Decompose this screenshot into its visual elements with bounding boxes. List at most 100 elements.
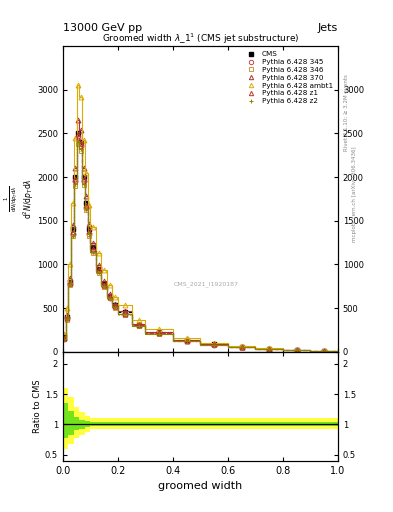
Pythia 6.428 z1 <box>239 344 244 350</box>
Pythia 6.428 z2 <box>267 346 272 352</box>
Pythia 6.428 ambt1 <box>267 345 272 351</box>
Pythia 6.428 346 <box>86 232 91 239</box>
Pythia 6.428 z2 <box>113 304 118 310</box>
Pythia 6.428 z1 <box>62 335 67 341</box>
Pythia 6.428 z2 <box>81 181 86 187</box>
Pythia 6.428 346 <box>322 348 327 354</box>
CMS <box>96 266 101 272</box>
Pythia 6.428 ambt1 <box>184 335 189 342</box>
Pythia 6.428 346 <box>68 282 72 288</box>
Pythia 6.428 z2 <box>62 336 67 342</box>
Pythia 6.428 345 <box>157 330 162 336</box>
Pythia 6.428 z2 <box>239 344 244 350</box>
Pythia 6.428 346 <box>73 183 78 189</box>
Line: Pythia 6.428 z1: Pythia 6.428 z1 <box>62 132 327 353</box>
Pythia 6.428 z1 <box>70 229 75 235</box>
Pythia 6.428 345 <box>123 311 127 317</box>
Pythia 6.428 345 <box>73 178 78 184</box>
Pythia 6.428 ambt1 <box>68 261 72 267</box>
Pythia 6.428 345 <box>184 338 189 344</box>
Text: Rivet 3.1.10; ≥ 3.2M events: Rivet 3.1.10; ≥ 3.2M events <box>344 74 349 151</box>
CMS <box>62 333 67 339</box>
Pythia 6.428 370 <box>96 262 101 268</box>
Pythia 6.428 z1 <box>68 280 72 286</box>
CMS <box>76 131 81 137</box>
Text: 13000 GeV pp: 13000 GeV pp <box>63 23 142 33</box>
Pythia 6.428 ambt1 <box>136 317 141 323</box>
CMS <box>157 329 162 335</box>
Pythia 6.428 370 <box>102 278 107 284</box>
Pythia 6.428 z2 <box>79 146 83 152</box>
Text: CMS_2021_I1920187: CMS_2021_I1920187 <box>173 282 239 287</box>
Pythia 6.428 345 <box>96 268 101 274</box>
Text: mcplots.cern.ch [arXiv:1306.3436]: mcplots.cern.ch [arXiv:1306.3436] <box>352 147 357 242</box>
Pythia 6.428 z1 <box>322 348 327 354</box>
Pythia 6.428 ambt1 <box>113 293 118 300</box>
Pythia 6.428 346 <box>136 323 141 329</box>
Pythia 6.428 ambt1 <box>79 94 83 100</box>
Pythia 6.428 ambt1 <box>64 305 70 311</box>
Pythia 6.428 370 <box>70 222 75 228</box>
Pythia 6.428 345 <box>294 347 299 353</box>
CMS <box>107 293 112 299</box>
Pythia 6.428 ambt1 <box>212 340 217 346</box>
Pythia 6.428 ambt1 <box>322 348 327 354</box>
Pythia 6.428 346 <box>113 305 118 311</box>
CMS <box>86 226 91 232</box>
Pythia 6.428 z2 <box>184 338 189 344</box>
Pythia 6.428 ambt1 <box>239 343 244 349</box>
Pythia 6.428 370 <box>62 335 67 341</box>
Pythia 6.428 370 <box>267 346 272 352</box>
Pythia 6.428 370 <box>113 301 118 307</box>
Pythia 6.428 370 <box>73 165 78 172</box>
Pythia 6.428 z2 <box>107 295 112 301</box>
CMS <box>68 279 72 285</box>
Pythia 6.428 345 <box>68 281 72 287</box>
Pythia 6.428 370 <box>184 337 189 343</box>
Line: Pythia 6.428 z2: Pythia 6.428 z2 <box>62 139 327 353</box>
Pythia 6.428 ambt1 <box>96 250 101 256</box>
Pythia 6.428 345 <box>64 315 70 322</box>
Pythia 6.428 345 <box>267 346 272 352</box>
CMS <box>212 341 217 347</box>
Pythia 6.428 z2 <box>86 231 91 237</box>
Line: Pythia 6.428 345: Pythia 6.428 345 <box>62 135 327 353</box>
Pythia 6.428 ambt1 <box>76 82 81 89</box>
CMS <box>81 174 86 180</box>
Pythia 6.428 346 <box>96 270 101 276</box>
Pythia 6.428 346 <box>76 141 81 147</box>
Pythia 6.428 z1 <box>81 176 86 182</box>
CMS <box>267 346 272 352</box>
Pythia 6.428 z2 <box>157 331 162 337</box>
Pythia 6.428 345 <box>91 248 95 254</box>
CMS <box>84 200 89 206</box>
Pythia 6.428 345 <box>102 283 107 289</box>
Pythia 6.428 z1 <box>123 310 127 316</box>
Pythia 6.428 z1 <box>96 267 101 273</box>
Pythia 6.428 346 <box>267 346 272 352</box>
Pythia 6.428 z2 <box>136 323 141 329</box>
Pythia 6.428 z2 <box>84 206 89 212</box>
Pythia 6.428 z1 <box>76 131 81 137</box>
Pythia 6.428 370 <box>81 165 86 172</box>
Pythia 6.428 345 <box>239 344 244 350</box>
Pythia 6.428 345 <box>62 335 67 342</box>
CMS <box>102 281 107 287</box>
Pythia 6.428 346 <box>239 344 244 350</box>
Y-axis label: Ratio to CMS: Ratio to CMS <box>33 379 42 433</box>
Pythia 6.428 345 <box>322 348 327 354</box>
CMS <box>322 348 327 354</box>
Pythia 6.428 z1 <box>102 282 107 288</box>
Pythia 6.428 345 <box>113 304 118 310</box>
Pythia 6.428 z2 <box>68 282 72 288</box>
Pythia 6.428 370 <box>84 193 89 199</box>
Pythia 6.428 z1 <box>294 347 299 353</box>
Pythia 6.428 z1 <box>184 337 189 344</box>
Pythia 6.428 346 <box>102 284 107 290</box>
Pythia 6.428 z2 <box>123 311 127 317</box>
CMS <box>184 337 189 344</box>
Text: Jets: Jets <box>318 23 338 33</box>
Pythia 6.428 z2 <box>70 232 75 239</box>
Pythia 6.428 370 <box>86 221 91 227</box>
Pythia 6.428 z2 <box>64 316 70 323</box>
